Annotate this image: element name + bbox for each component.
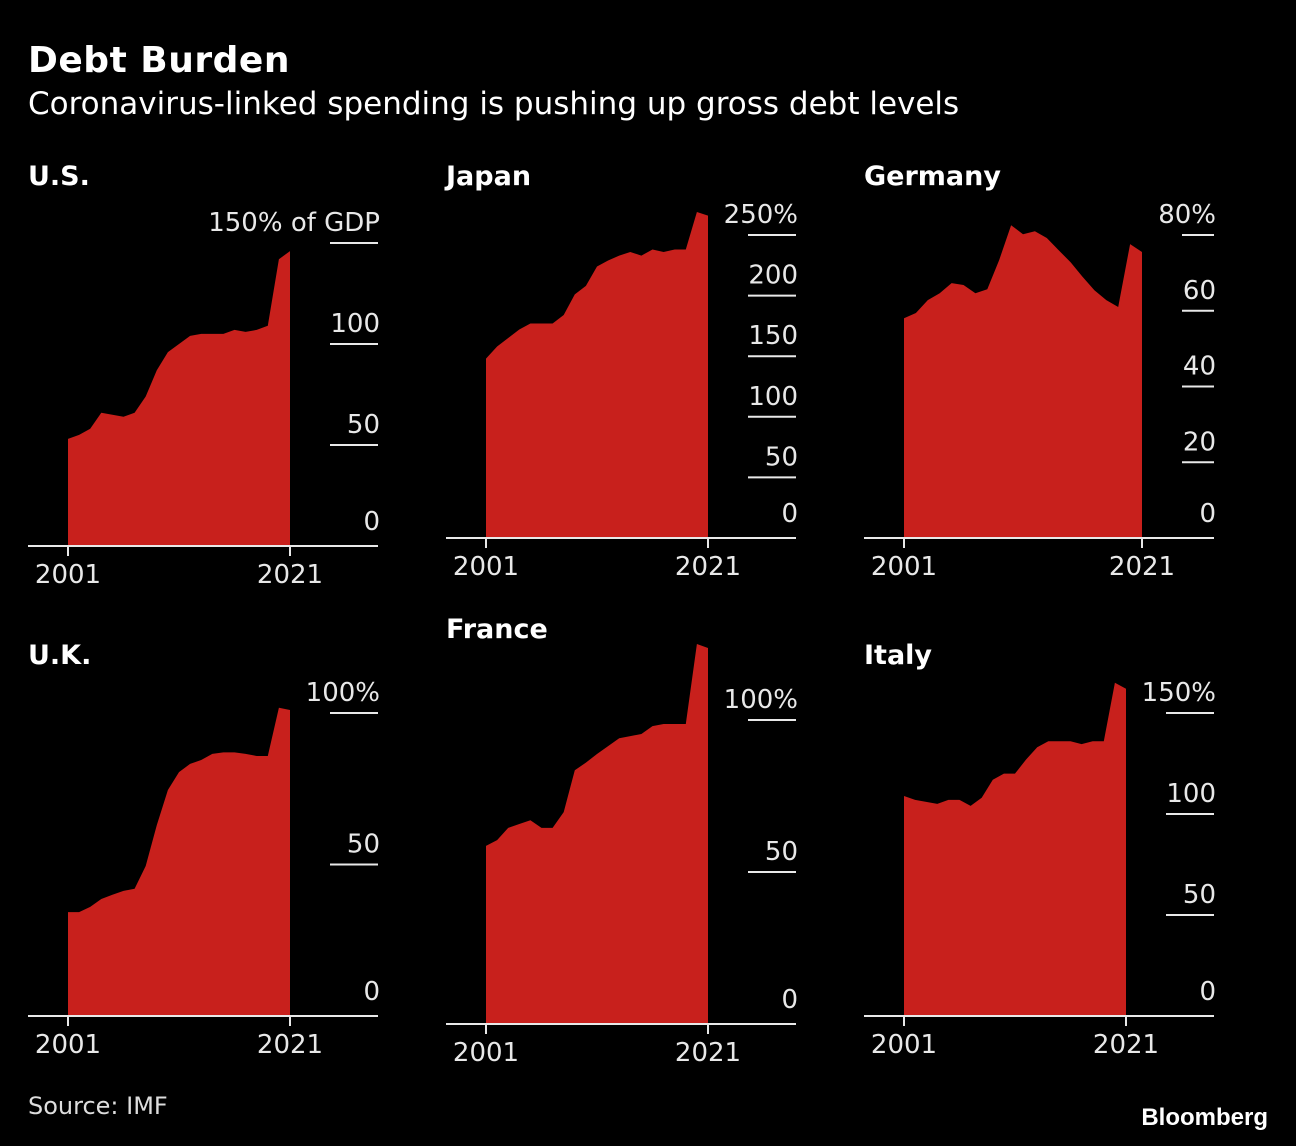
panel-title: U.S.	[28, 161, 90, 192]
panel-france: France 0 50 100% 2001 2021	[446, 614, 798, 1068]
panel-title: Germany	[864, 161, 1001, 192]
area-series	[486, 644, 708, 1024]
chart-title: Debt Burden	[28, 40, 290, 81]
panel-uk: U.K. 0 50 100% 2001 2021	[28, 640, 380, 1060]
y-tick-label: 150	[748, 321, 798, 351]
panel-us: U.S. 0 50 100 150% of GDP 2001 2021	[28, 161, 380, 590]
y-tick-label: 0	[363, 507, 380, 537]
bloomberg-logo: Bloomberg	[1141, 1104, 1268, 1131]
y-tick-label: 80%	[1158, 200, 1216, 230]
y-tick-label: 50	[765, 837, 798, 867]
y-tick-label: 50	[765, 442, 798, 472]
area-series	[904, 225, 1142, 538]
y-tick-label: 150% of GDP	[208, 208, 380, 238]
y-tick-label: 250%	[724, 200, 798, 230]
y-tick-label: 0	[1199, 977, 1216, 1007]
x-tick-label: 2001	[35, 560, 101, 590]
x-tick-label: 2021	[675, 1038, 741, 1068]
y-tick-label: 20	[1183, 427, 1216, 457]
y-tick-label: 100	[748, 382, 798, 412]
x-tick-label: 2021	[257, 1030, 323, 1060]
area-series	[68, 707, 290, 1016]
chart-subtitle: Coronavirus-linked spending is pushing u…	[28, 86, 960, 122]
y-tick-label: 200	[748, 261, 798, 291]
y-tick-label: 50	[347, 410, 380, 440]
area-series	[68, 251, 290, 546]
y-tick-label: 100%	[306, 678, 380, 708]
panel-title: Italy	[864, 640, 932, 671]
panel-germany: Germany 0 20 40 60 80% 2001 2021	[864, 161, 1216, 582]
panel-title: U.K.	[28, 640, 91, 671]
y-tick-label: 0	[781, 499, 798, 529]
source-note: Source: IMF	[28, 1092, 168, 1120]
y-tick-label: 100	[1166, 779, 1216, 809]
x-tick-label: 2001	[35, 1030, 101, 1060]
y-tick-label: 150%	[1142, 678, 1216, 708]
area-series	[904, 682, 1126, 1016]
panel-title: France	[446, 614, 548, 645]
x-tick-label: 2001	[871, 1030, 937, 1060]
x-tick-label: 2001	[453, 1038, 519, 1068]
y-tick-label: 50	[1183, 880, 1216, 910]
x-tick-label: 2021	[1093, 1030, 1159, 1060]
panel-title: Japan	[444, 161, 531, 192]
y-tick-label: 100	[330, 309, 380, 339]
y-tick-label: 0	[781, 985, 798, 1015]
x-tick-label: 2021	[257, 560, 323, 590]
y-tick-label: 0	[363, 977, 380, 1007]
x-tick-label: 2001	[871, 552, 937, 582]
x-tick-label: 2001	[453, 552, 519, 582]
area-series	[486, 212, 708, 538]
panel-japan: Japan 0 50 100 150 200 250% 2001 2021	[444, 161, 798, 582]
x-tick-label: 2021	[1109, 552, 1175, 582]
panel-italy: Italy 0 50 100 150% 2001 2021	[864, 640, 1216, 1060]
y-tick-label: 100%	[724, 685, 798, 715]
y-tick-label: 0	[1199, 499, 1216, 529]
y-tick-label: 40	[1183, 352, 1216, 382]
x-tick-label: 2021	[675, 552, 741, 582]
y-tick-label: 60	[1183, 276, 1216, 306]
y-tick-label: 50	[347, 830, 380, 860]
